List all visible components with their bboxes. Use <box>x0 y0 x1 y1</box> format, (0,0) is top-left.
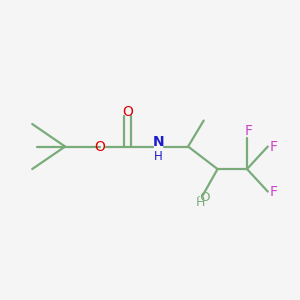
Text: F: F <box>270 140 278 154</box>
Text: F: F <box>270 184 278 199</box>
Text: O: O <box>122 105 133 119</box>
Text: ·O: ·O <box>196 191 211 204</box>
Text: O: O <box>94 140 105 154</box>
Text: H: H <box>154 150 163 163</box>
Text: N: N <box>153 135 164 149</box>
Text: F: F <box>245 124 253 138</box>
Text: H: H <box>196 196 205 209</box>
